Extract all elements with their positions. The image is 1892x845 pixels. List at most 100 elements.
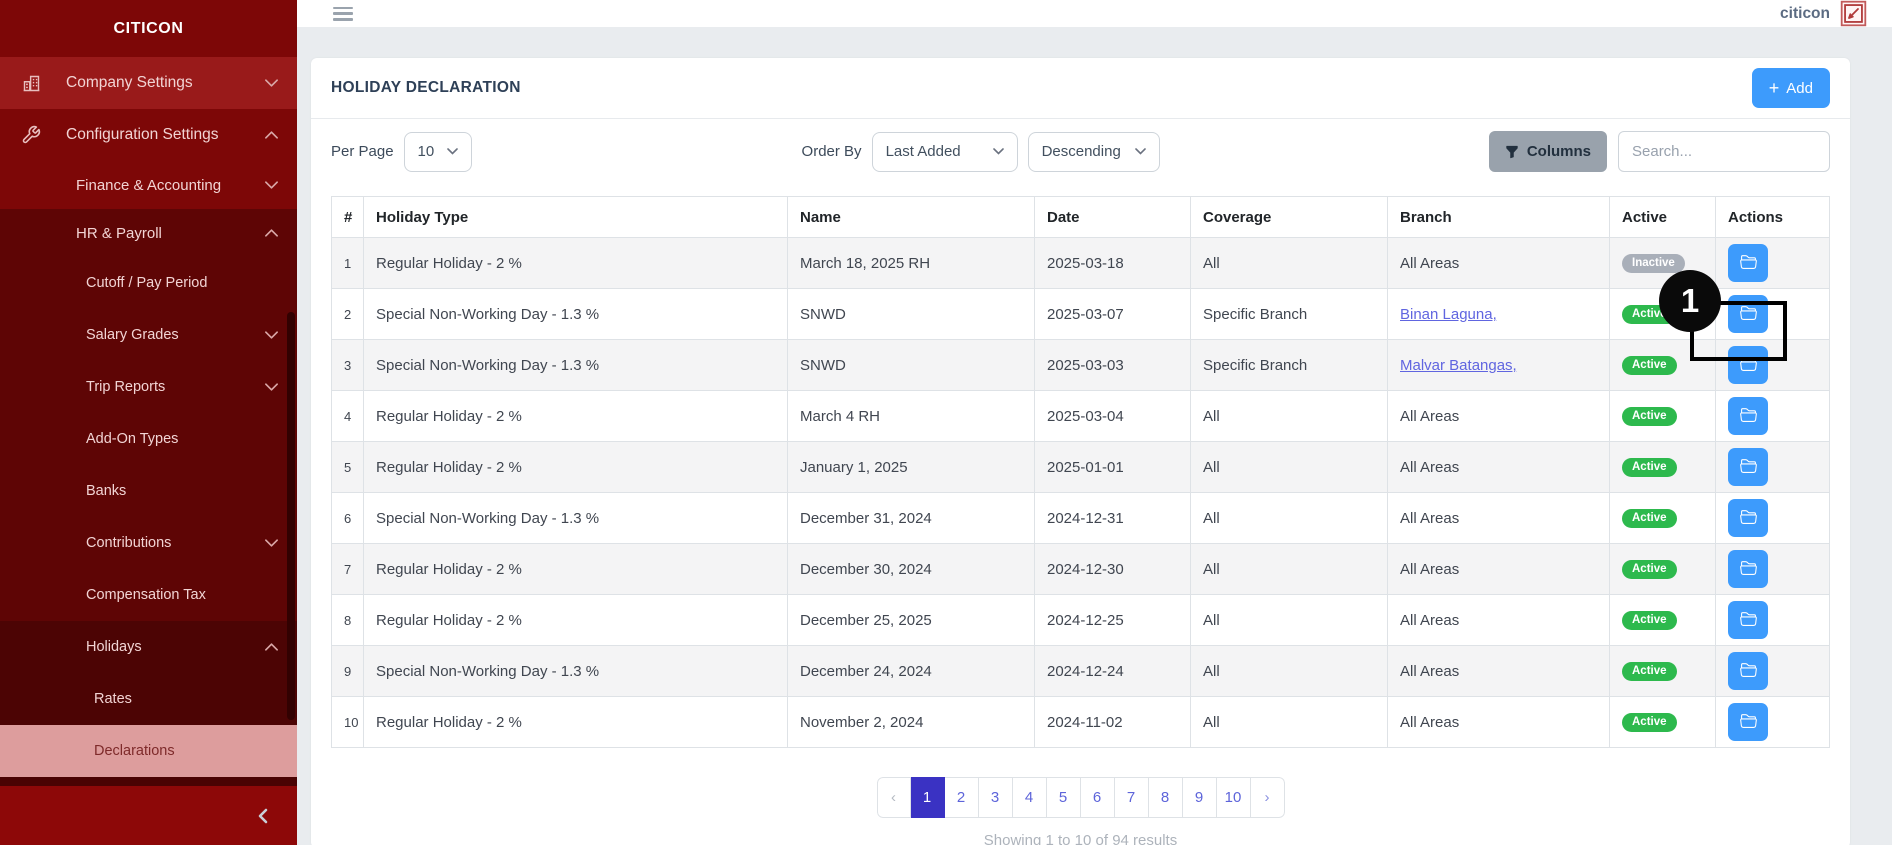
open-folder-button[interactable]: [1728, 550, 1768, 588]
coverage-cell: Specific Branch: [1190, 288, 1388, 340]
pagination-page-3[interactable]: 3: [978, 777, 1013, 818]
table-row: 6 Special Non-Working Day - 1.3 % December…: [331, 492, 1830, 544]
row-number: 8: [331, 594, 364, 646]
status-badge: Active: [1622, 610, 1677, 631]
folder-open-icon: [1739, 712, 1757, 732]
pagination-page-7[interactable]: 7: [1114, 777, 1149, 818]
sidebar-item-trip-reports[interactable]: Trip Reports: [0, 361, 297, 413]
coverage-cell: All: [1190, 492, 1388, 544]
pagination-page-5[interactable]: 5: [1046, 777, 1081, 818]
pagination-page-6[interactable]: 6: [1080, 777, 1115, 818]
pagination-page-10[interactable]: 10: [1216, 777, 1251, 818]
active-cell: Active: [1609, 390, 1716, 442]
row-number: 3: [331, 339, 364, 391]
pagination-page-1[interactable]: 1: [910, 777, 945, 818]
sidebar-collapse-button[interactable]: [0, 777, 297, 845]
open-folder-button[interactable]: [1728, 244, 1768, 282]
date-cell: 2024-11-02: [1034, 696, 1191, 748]
sidebar-item-label: Salary Grades: [86, 327, 179, 343]
branch-cell: All Areas: [1387, 696, 1610, 748]
sidebar-item-company-settings[interactable]: Company Settings: [0, 57, 297, 109]
sidebar-scrollbar[interactable]: [287, 312, 295, 720]
name-cell: December 25, 2025: [787, 594, 1035, 646]
sidebar-item-configuration-settings[interactable]: Configuration Settings: [0, 109, 297, 161]
branch-value: All Areas: [1400, 407, 1460, 425]
sidebar-item-contributions[interactable]: Contributions: [0, 517, 297, 569]
topbar: citicon: [297, 0, 1892, 27]
pagination-page-9[interactable]: 9: [1182, 777, 1217, 818]
sidebar-menu: Company Settings Configuration Settings Fi…: [0, 57, 297, 777]
sidebar-item-finance-accounting[interactable]: Finance & Accounting: [0, 161, 297, 209]
sidebar-item-label: Declarations: [94, 743, 175, 759]
branch-cell: All Areas: [1387, 594, 1610, 646]
plus-icon: +: [1768, 78, 1780, 98]
sidebar-item-rates[interactable]: Rates: [0, 673, 297, 725]
pagination-next[interactable]: ›: [1250, 777, 1285, 818]
chevron-left-icon: [258, 808, 268, 823]
sidebar-item-salary-grades[interactable]: Salary Grades: [0, 309, 297, 361]
hamburger-menu-icon[interactable]: [333, 6, 353, 21]
main-area: citicon HOLIDAY DECLARATION + Add Per Pa…: [297, 0, 1892, 845]
name-cell: SNWD: [787, 288, 1035, 340]
open-folder-button[interactable]: [1728, 499, 1768, 537]
order-direction-select[interactable]: Descending: [1027, 131, 1160, 172]
sidebar-item-declarations[interactable]: Declarations: [0, 725, 297, 777]
coverage-cell: All: [1190, 594, 1388, 646]
sidebar-brand: CITICON: [113, 19, 184, 37]
sidebar-item-add-on-types[interactable]: Add-On Types: [0, 413, 297, 465]
row-number: 9: [331, 645, 364, 697]
pagination-page-4[interactable]: 4: [1012, 777, 1047, 818]
order-by-value: Last Added: [885, 143, 961, 160]
open-folder-button[interactable]: [1728, 703, 1768, 741]
wrench-icon: [20, 124, 42, 146]
name-cell: March 4 RH: [787, 390, 1035, 442]
open-folder-button[interactable]: [1728, 652, 1768, 690]
columns-button[interactable]: Columns: [1488, 131, 1607, 172]
per-page-value: 10: [417, 143, 435, 160]
add-button[interactable]: + Add: [1751, 68, 1830, 108]
chevron-down-icon: [264, 330, 279, 340]
folder-open-icon: [1739, 304, 1757, 324]
branch-cell: All Areas: [1387, 645, 1610, 697]
sidebar-item-compensation-tax[interactable]: Compensation Tax: [0, 569, 297, 621]
status-badge: Active: [1622, 559, 1677, 580]
holiday-table: # Holiday Type Name Date Coverage Branch Activ…: [331, 196, 1830, 748]
toolbar: Per Page 10 Order By Last Added Descendi…: [311, 119, 1850, 188]
per-page-select[interactable]: 10: [403, 131, 472, 172]
pagination-page-2[interactable]: 2: [944, 777, 979, 818]
coverage-cell: All: [1190, 543, 1388, 595]
table-row: 10 Regular Holiday - 2 % November 2, 2024 2…: [331, 696, 1830, 748]
pagination-page-8[interactable]: 8: [1148, 777, 1183, 818]
name-cell: December 24, 2024: [787, 645, 1035, 697]
row-number: 1: [331, 237, 364, 289]
open-folder-button[interactable]: [1728, 397, 1768, 435]
holiday-type-cell: Regular Holiday - 2 %: [363, 390, 788, 442]
date-cell: 2024-12-30: [1034, 543, 1191, 595]
column-header-holiday-type: Holiday Type: [363, 196, 788, 238]
order-by-select[interactable]: Last Added: [871, 131, 1018, 172]
chevron-down-icon: [264, 538, 279, 548]
branch-link[interactable]: Malvar Batangas,: [1400, 356, 1517, 374]
open-folder-button[interactable]: [1728, 448, 1768, 486]
chevron-down-icon: [992, 148, 1004, 155]
holiday-type-cell: Regular Holiday - 2 %: [363, 237, 788, 289]
name-cell: SNWD: [787, 339, 1035, 391]
open-folder-button[interactable]: [1728, 601, 1768, 639]
sidebar-item-hr-payroll[interactable]: HR & Payroll: [0, 209, 297, 257]
pagination: ‹ 1 2 3 4 5 6 7 8 9 10 ›: [876, 777, 1285, 818]
sidebar-item-banks[interactable]: Banks: [0, 465, 297, 517]
open-folder-button[interactable]: [1728, 346, 1768, 384]
branch-cell: All Areas: [1387, 441, 1610, 493]
pagination-summary: Showing 1 to 10 of 94 results: [983, 832, 1178, 845]
coverage-cell: All: [1190, 237, 1388, 289]
sidebar-item-cutoff-pay-period[interactable]: Cutoff / Pay Period: [0, 257, 297, 309]
add-button-label: Add: [1786, 79, 1813, 97]
date-cell: 2025-03-03: [1034, 339, 1191, 391]
sidebar-item-holidays[interactable]: Holidays: [0, 621, 297, 673]
active-cell: Active: [1609, 441, 1716, 493]
pagination-prev[interactable]: ‹: [876, 777, 911, 818]
open-folder-button[interactable]: [1728, 295, 1768, 333]
holiday-type-cell: Special Non-Working Day - 1.3 %: [363, 288, 788, 340]
branch-link[interactable]: Binan Laguna,: [1400, 305, 1497, 323]
search-input[interactable]: [1618, 131, 1830, 172]
